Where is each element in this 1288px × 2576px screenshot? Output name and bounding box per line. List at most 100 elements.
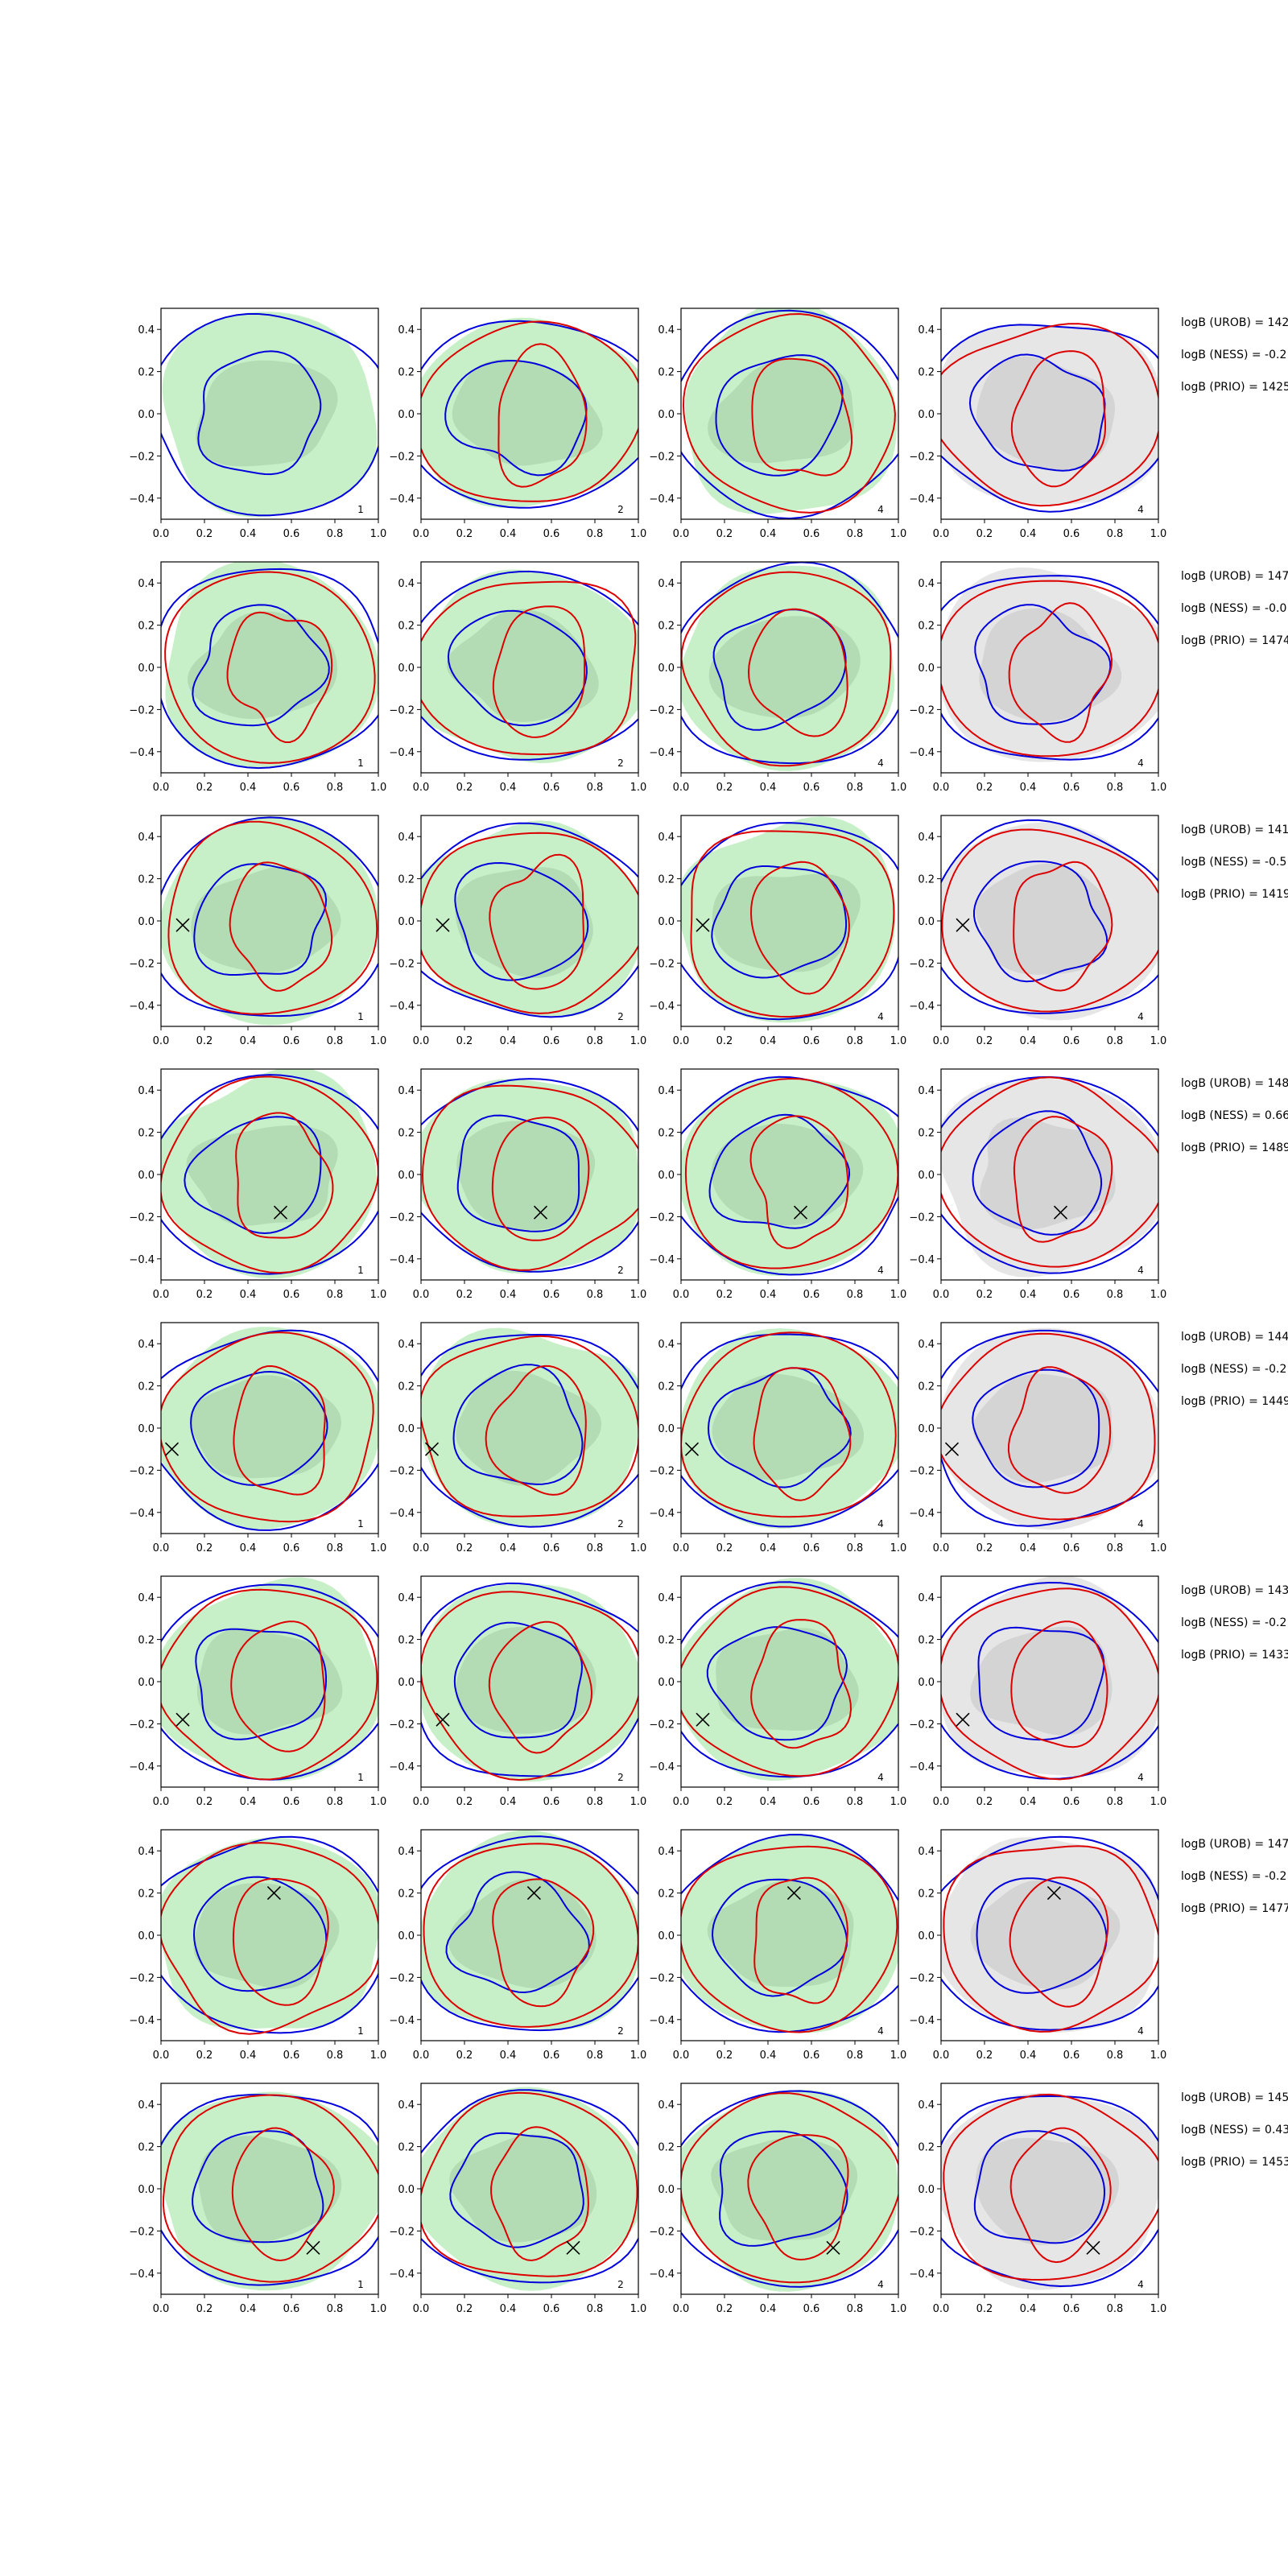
contour-blue-outer <box>681 562 898 765</box>
x-tick-label: 1.0 <box>370 782 387 794</box>
marker-x <box>1086 2240 1100 2255</box>
contour-red-inner <box>489 853 584 990</box>
panel-r2-c4: 0.0 0.2 0.4 0.6 0.8 1.0 0.4 0.2 0.0 −0.2 −0.4 4 <box>909 561 1166 794</box>
contour-blue-outer <box>161 1074 378 1275</box>
plot-area <box>681 1833 898 2033</box>
x-tick-label: 0.8 <box>1107 1035 1124 1047</box>
plot-area <box>161 312 378 518</box>
y-tick-label: 0.4 <box>918 832 935 844</box>
panel-r6-c3: 0.0 0.2 0.4 0.6 0.8 1.0 0.4 0.2 0.0 −0.2 −0.4 4 <box>649 1575 906 1808</box>
contour-red-inner <box>1010 1620 1108 1748</box>
contour-blue-inner <box>706 1626 848 1741</box>
y-tick-label: 0.2 <box>918 1128 935 1140</box>
x-tick-label: 0.6 <box>803 1035 820 1047</box>
x-tick-label: 0.0 <box>153 1796 170 1808</box>
x-tick-label: 0.8 <box>847 528 864 540</box>
plot-area <box>161 1835 378 2035</box>
x-tick-label: 0.4 <box>1020 528 1037 540</box>
x-tick-label: 0.6 <box>1063 782 1080 794</box>
contour-red-inner <box>753 1367 852 1501</box>
row-label-3: logB (PRIO) = 1489 <box>1181 1141 1288 1154</box>
marker-x <box>944 1442 960 1456</box>
x-tick-label: 0.2 <box>456 2303 473 2315</box>
x-tick-label: 1.0 <box>370 1542 387 1554</box>
contour-red-inner <box>1013 861 1113 992</box>
x-tick-label: 0.4 <box>240 1796 257 1808</box>
x-tick-label: 0.2 <box>196 528 213 540</box>
y-tick-label: 0.0 <box>138 2184 155 2196</box>
plot-area <box>681 1328 898 1529</box>
contour-blue-outer <box>941 819 1158 1014</box>
contour-red-outer <box>423 1843 638 2028</box>
y-tick-label: 0.4 <box>398 1339 415 1351</box>
y-tick-label: 0.0 <box>658 1930 675 1942</box>
x-tick-label: 0.4 <box>240 2050 257 2062</box>
y-tick-label: −0.4 <box>389 493 415 506</box>
y-tick-label: 0.4 <box>658 2099 675 2112</box>
panel-r7-c3: 0.0 0.2 0.4 0.6 0.8 1.0 0.4 0.2 0.0 −0.2 −0.4 4 <box>649 1829 906 2062</box>
row-label-1: logB (UROB) = 148 <box>1181 1077 1288 1090</box>
plot-area <box>941 323 1158 513</box>
contour-blue-outer <box>681 309 898 519</box>
x-tick-label: 0.2 <box>196 1035 213 1047</box>
x-tick-label: 1.0 <box>890 1542 907 1554</box>
y-tick-label: −0.2 <box>649 958 675 970</box>
contour-red-inner <box>235 1112 334 1239</box>
y-tick-label: −0.2 <box>649 1212 675 1224</box>
x-tick-label: 0.4 <box>1020 2050 1037 2062</box>
panel-r7-c2: 0.0 0.2 0.4 0.6 0.8 1.0 0.4 0.2 0.0 −0.2 −0.4 2 <box>389 1829 646 2062</box>
x-tick-label: 0.0 <box>673 1289 690 1301</box>
x-tick-label: 0.8 <box>587 2050 604 2062</box>
x-tick-label: 1.0 <box>370 1035 387 1047</box>
contour-blue-outer <box>161 568 378 770</box>
x-tick-label: 0.4 <box>500 782 517 794</box>
x-tick-label: 0.4 <box>760 1542 777 1554</box>
marker-x <box>306 2240 320 2255</box>
density-fill-inner <box>976 356 1115 470</box>
plot-area <box>421 1582 638 1782</box>
plot-area <box>421 1830 638 2032</box>
x-tick-label: 1.0 <box>890 1289 907 1301</box>
x-tick-label: 0.2 <box>976 528 993 540</box>
y-tick-label: 0.2 <box>658 874 675 886</box>
x-tick-label: 0.0 <box>153 2303 170 2315</box>
x-tick-label: 0.6 <box>283 782 300 794</box>
panel-id-label: 1 <box>357 2025 364 2037</box>
contour-red-outer <box>421 1084 638 1271</box>
x-tick-label: 0.8 <box>327 1796 344 1808</box>
y-tick-label: 0.4 <box>398 1085 415 1097</box>
y-tick-label: 0.2 <box>658 1889 675 1901</box>
density-fill-inner <box>196 360 338 467</box>
contour-red-inner <box>1007 1366 1112 1494</box>
x-tick-label: 1.0 <box>630 782 647 794</box>
y-tick-label: 0.0 <box>138 1423 155 1435</box>
contour-red-inner <box>231 2127 335 2262</box>
y-tick-label: 0.0 <box>398 1930 415 1942</box>
density-fill-inner <box>707 1880 854 1987</box>
contour-red-inner <box>1009 1876 1109 2008</box>
contour-blue-outer <box>681 1333 898 1528</box>
contour-blue-outer <box>161 313 378 517</box>
x-tick-label: 1.0 <box>1150 2303 1167 2315</box>
panel-r3-c4: 0.0 0.2 0.4 0.6 0.8 1.0 0.4 0.2 0.0 −0.2 −0.4 4 <box>909 815 1166 1047</box>
contour-blue-inner <box>197 350 322 476</box>
panel-r4-c2: 0.0 0.2 0.4 0.6 0.8 1.0 0.4 0.2 0.0 −0.2 −0.4 2 <box>389 1068 646 1301</box>
x-tick-label: 0.6 <box>803 2050 820 2062</box>
y-tick-label: 0.0 <box>658 1423 675 1435</box>
y-tick-label: −0.4 <box>129 1508 155 1520</box>
contour-red-outer <box>681 1845 898 2033</box>
x-tick-label: 0.4 <box>240 528 257 540</box>
y-tick-label: 0.4 <box>398 324 415 336</box>
x-tick-label: 0.6 <box>283 1542 300 1554</box>
y-tick-label: −0.2 <box>129 2226 155 2238</box>
plot-area <box>421 569 638 763</box>
y-tick-label: 0.0 <box>138 1930 155 1942</box>
density-fill-inner <box>186 1125 338 1226</box>
panel-r1-c4: 0.0 0.2 0.4 0.6 0.8 1.0 0.4 0.2 0.0 −0.2 −0.4 4 <box>909 308 1166 540</box>
y-tick-label: 0.2 <box>138 621 155 633</box>
contour-red-outer <box>681 571 892 767</box>
row-label-2: logB (NESS) = -0.2 <box>1181 349 1286 361</box>
y-tick-label: 0.0 <box>918 1423 935 1435</box>
y-tick-label: −0.2 <box>389 1972 415 1984</box>
contour-blue-outer <box>941 1835 1158 2031</box>
